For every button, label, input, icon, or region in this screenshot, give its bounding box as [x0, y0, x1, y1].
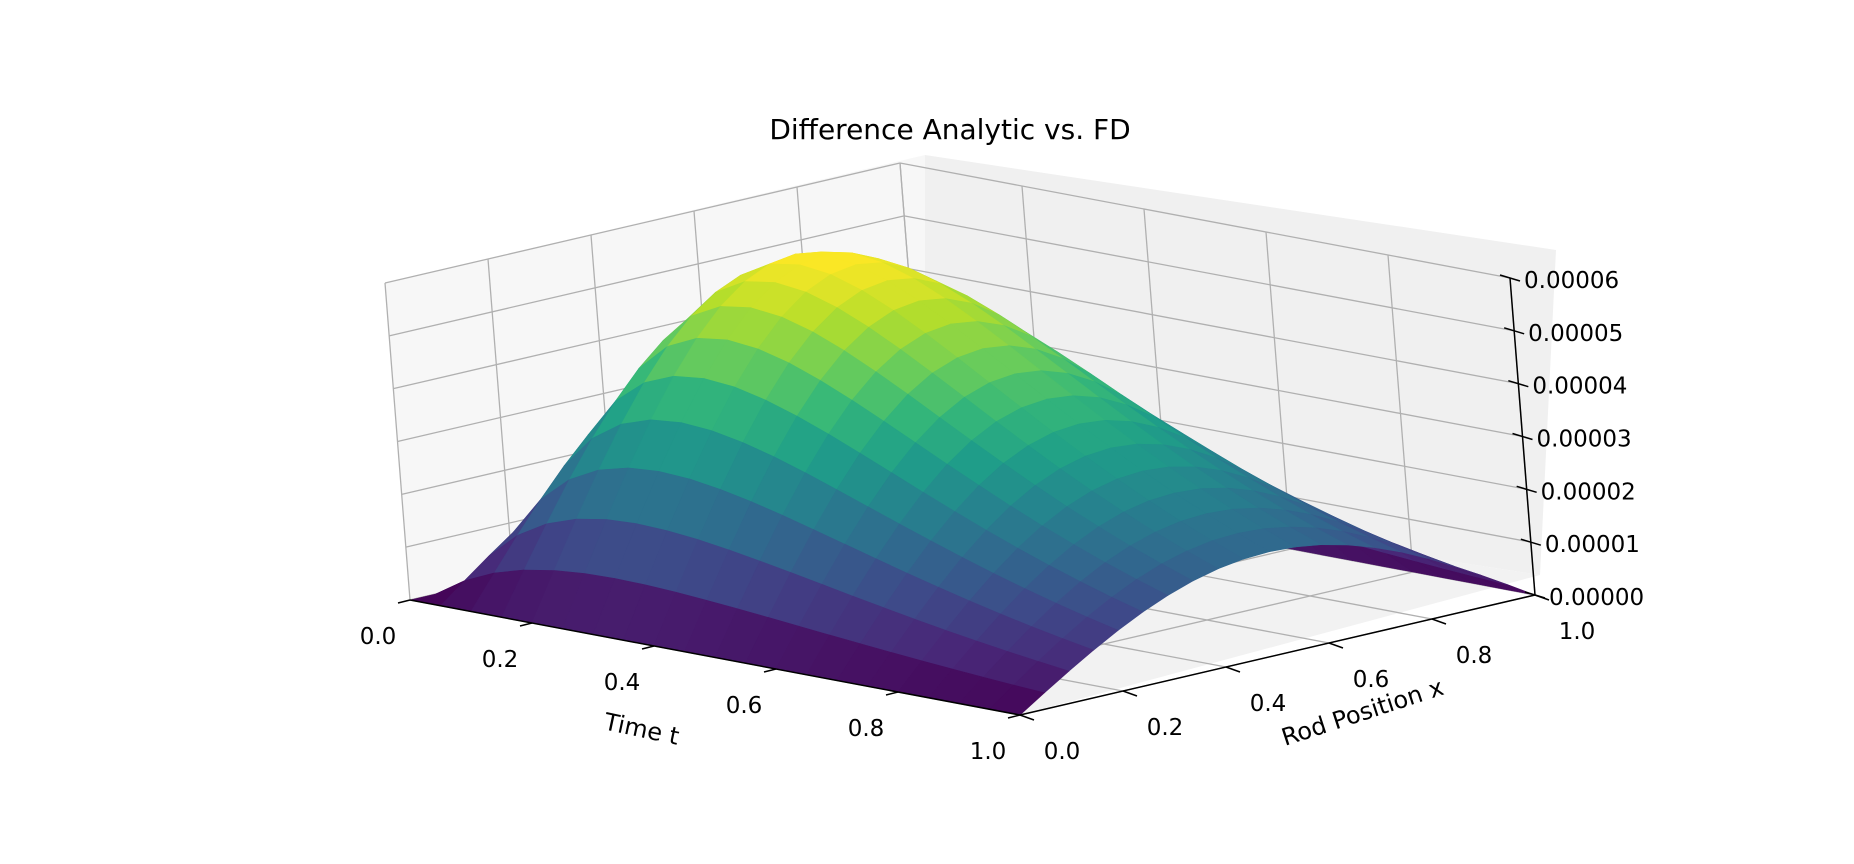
- back-wall-gridline-z: [908, 268, 1519, 385]
- time-tick-label: 0.8: [848, 716, 885, 742]
- position-tick-mark: [1122, 690, 1138, 697]
- z-tick-label: 0.00001: [1545, 532, 1640, 558]
- time-tick-label: 0.2: [482, 647, 519, 673]
- position-tick-label: 1.0: [1559, 619, 1596, 645]
- time-axis-line: [409, 599, 1021, 716]
- x-axis-label: Time t: [601, 707, 682, 750]
- time-tick-label: 0.6: [726, 693, 763, 719]
- z-tick-mark: [1508, 379, 1529, 388]
- position-tick-mark: [1225, 666, 1241, 673]
- position-tick-mark: [1431, 618, 1447, 625]
- time-tick-mark: [641, 645, 655, 650]
- x-axis-label-text: Time t: [601, 707, 682, 750]
- surface-mesh: [409, 251, 1536, 716]
- z-tick-mark: [1512, 432, 1533, 441]
- z-tick-mark: [1516, 485, 1537, 494]
- z-tick-mark: [1499, 274, 1521, 282]
- position-tick-label: 0.2: [1147, 715, 1184, 741]
- z-tick-mark: [1503, 327, 1525, 335]
- back-wall-gridline-z: [899, 162, 1511, 279]
- z-tick-mark: [1520, 538, 1542, 546]
- position-tick-mark: [1019, 714, 1035, 721]
- z-tick-label: 0.00003: [1537, 427, 1632, 453]
- time-tick-mark: [519, 622, 533, 627]
- chart-title: Difference Analytic vs. FD: [769, 113, 1130, 146]
- z-tick-label: 0.00006: [1524, 268, 1619, 294]
- position-tick-mark: [1328, 642, 1344, 649]
- position-tick-label: 0.8: [1456, 643, 1493, 669]
- time-tick-label: 0.0: [360, 624, 397, 650]
- z-tick-mark: [1524, 591, 1546, 599]
- position-tick-label: 0.0: [1044, 739, 1081, 765]
- z-tick-label: 0.00002: [1541, 479, 1636, 505]
- position-axis-line: [1019, 594, 1536, 716]
- time-tick-label: 0.4: [604, 670, 641, 696]
- position-tick-label: 0.4: [1250, 691, 1287, 717]
- time-tick-mark: [397, 599, 411, 604]
- axes: 0.0 0.2 0.4 0.6 0.8 1.0 0.0 0.2 0.4 0.6 0.8 1.0 0.00…: [360, 268, 1644, 765]
- left-wall-gridline-z: [384, 162, 901, 284]
- position-tick-label: 0.6: [1353, 667, 1390, 693]
- z-tick-label: 0.00004: [1532, 374, 1627, 400]
- left-wall-gridline-z: [389, 215, 905, 337]
- time-tick-mark: [1007, 714, 1021, 719]
- z-tick-label: 0.00005: [1528, 321, 1623, 347]
- z-tick-label: 0.00000: [1549, 585, 1644, 611]
- time-tick-label: 1.0: [970, 739, 1007, 765]
- time-tick-mark: [763, 668, 777, 673]
- time-tick-mark: [885, 691, 899, 696]
- back-wall-gridline-z: [904, 215, 1515, 332]
